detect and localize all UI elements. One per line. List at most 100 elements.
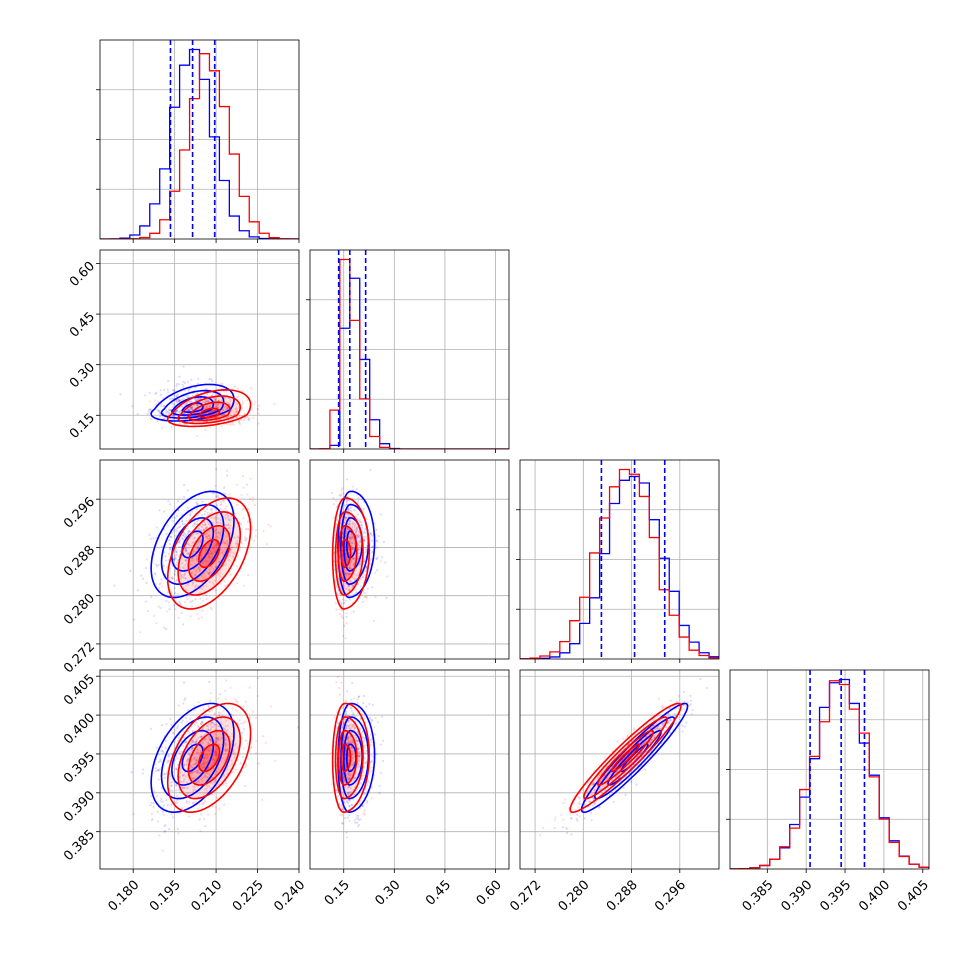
- scatter-point: [339, 494, 342, 497]
- scatter-point: [193, 536, 196, 539]
- scatter-point: [214, 392, 217, 396]
- scatter-point: [236, 503, 239, 506]
- scatter-point: [363, 535, 366, 538]
- scatter-point: [723, 662, 725, 664]
- scatter-point: [183, 573, 186, 576]
- scatter-point: [215, 405, 219, 408]
- scatter-point: [208, 735, 211, 738]
- scatter-point: [209, 549, 212, 552]
- scatter-point: [261, 735, 265, 738]
- scatter-point: [205, 584, 208, 587]
- scatter-point: [206, 775, 209, 779]
- scatter-point: [174, 784, 177, 787]
- scatter-point: [149, 804, 152, 807]
- scatter-point: [162, 813, 165, 816]
- scatter-point: [346, 513, 350, 516]
- scatter-point: [177, 737, 180, 740]
- scatter-point: [344, 554, 348, 558]
- scatter-point: [357, 823, 361, 827]
- scatter-point: [348, 785, 351, 789]
- scatter-point: [206, 526, 209, 529]
- scatter-point: [163, 404, 166, 408]
- scatter-point: [196, 404, 200, 407]
- scatter-point: [168, 542, 172, 546]
- scatter-point: [358, 563, 361, 566]
- scatter-point: [193, 398, 197, 401]
- scatter-point: [347, 573, 350, 576]
- scatter-point: [184, 775, 187, 778]
- scatter-point: [175, 529, 178, 533]
- scatter-point: [252, 416, 255, 420]
- scatter-point: [347, 779, 350, 782]
- scatter-point: [179, 602, 182, 606]
- scatter-point: [234, 407, 238, 410]
- scatter-point: [214, 753, 218, 757]
- scatter-point: [346, 787, 349, 790]
- contour-series-1-level-0: [331, 702, 371, 813]
- scatter-point: [198, 568, 202, 571]
- scatter-point: [207, 399, 210, 402]
- scatter-point: [332, 516, 335, 519]
- contour-series-0-level-3: [181, 402, 204, 414]
- scatter-point: [356, 748, 360, 751]
- scatter-point: [355, 488, 358, 491]
- panel-2-1: [309, 459, 510, 663]
- scatter-point: [347, 586, 350, 589]
- scatter-point: [206, 560, 209, 563]
- scatter-point: [219, 548, 222, 551]
- scatter-point: [159, 389, 162, 392]
- scatter-point: [178, 375, 181, 378]
- scatter-point: [680, 724, 684, 727]
- scatter-point: [361, 804, 364, 808]
- scatter-point: [346, 527, 349, 530]
- scatter-point: [230, 759, 233, 762]
- scatter-point: [245, 763, 248, 767]
- scatter-point: [152, 537, 155, 540]
- scatter-point: [169, 567, 172, 570]
- scatter-point: [207, 748, 210, 751]
- scatter-point: [360, 523, 363, 526]
- scatter-point: [592, 804, 595, 807]
- scatter-point: [216, 544, 219, 547]
- scatter-point: [200, 735, 203, 738]
- scatter-point: [218, 808, 221, 811]
- scatter-point: [179, 771, 182, 774]
- scatter-point: [190, 772, 193, 775]
- scatter-point: [667, 721, 670, 724]
- scatter-point: [352, 557, 356, 560]
- scatter-point: [192, 776, 195, 779]
- scatter-point: [235, 699, 238, 703]
- scatter-point: [330, 782, 334, 786]
- contour-series-1-level-2: [187, 401, 231, 422]
- scatter-point: [192, 404, 195, 407]
- scatter-point: [157, 769, 160, 772]
- scatter-point: [197, 546, 200, 549]
- scatter-point: [344, 714, 347, 717]
- scatter-point: [169, 535, 172, 538]
- scatter-point: [351, 533, 354, 536]
- scatter-point: [219, 503, 222, 507]
- scatter-point: [210, 552, 213, 555]
- scatter-point: [201, 721, 204, 724]
- scatter-point: [199, 771, 202, 774]
- panel-3-2: 0.272 0.280 0.288 0.296: [507, 662, 725, 915]
- scatter-point: [221, 409, 225, 412]
- scatter-point: [239, 761, 242, 765]
- scatter-point: [335, 505, 339, 508]
- scatter-point: [347, 799, 351, 802]
- scatter-point: [650, 738, 654, 741]
- scatter-point: [211, 783, 214, 786]
- scatter-point: [338, 592, 342, 596]
- scatter-point: [190, 378, 193, 381]
- scatter-point: [203, 738, 206, 741]
- scatter-point: [336, 675, 339, 679]
- scatter-point: [222, 709, 225, 712]
- scatter-point: [187, 758, 190, 761]
- scatter-point: [219, 534, 222, 537]
- scatter-point: [352, 557, 355, 560]
- scatter-point: [200, 616, 203, 619]
- scatter-point: [218, 572, 222, 575]
- scatter-point: [253, 539, 256, 543]
- scatter-point: [207, 749, 210, 753]
- y-tick-label: 0.405: [61, 672, 98, 709]
